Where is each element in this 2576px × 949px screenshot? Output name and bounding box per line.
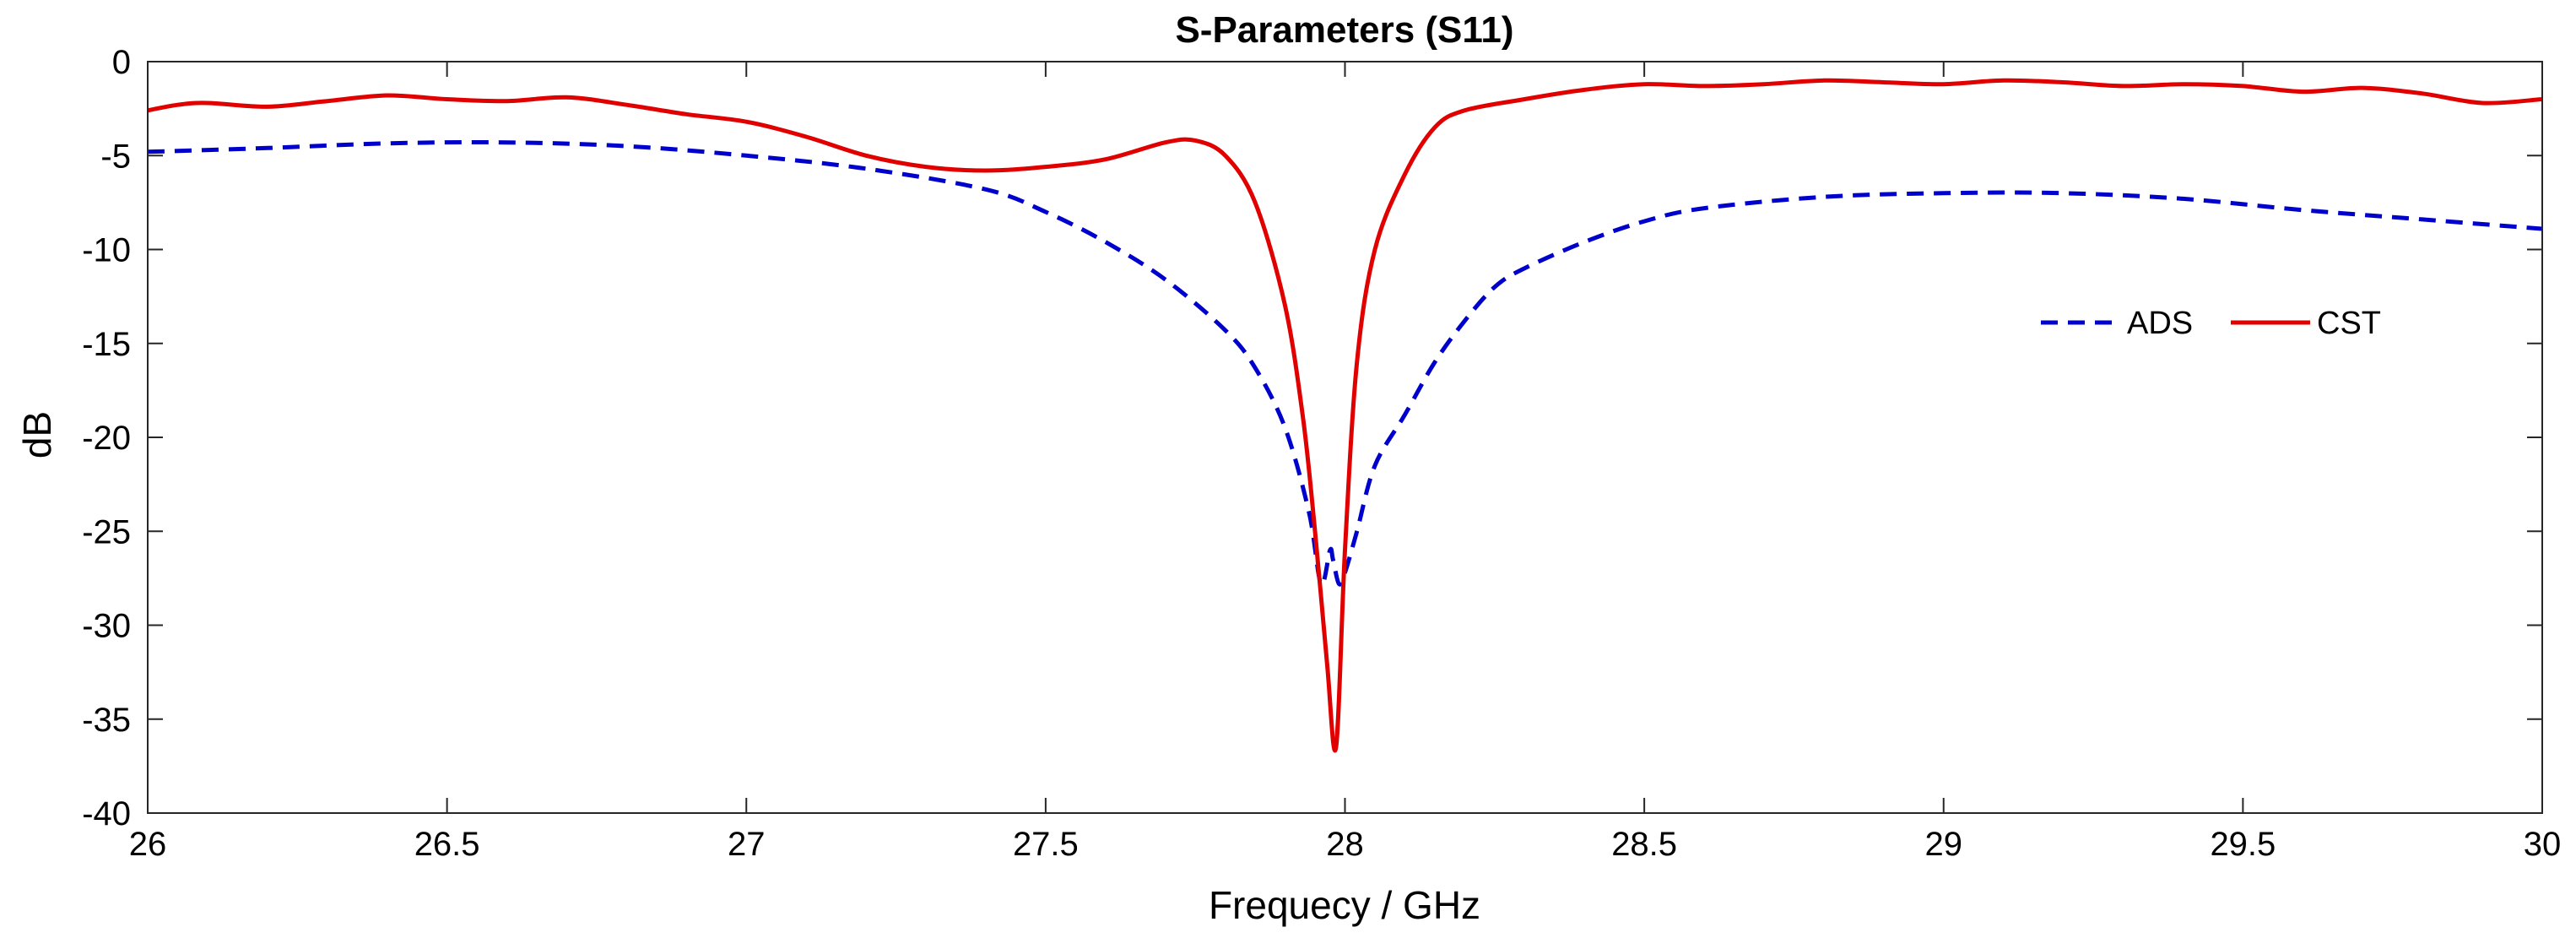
y-tick-label: -10 bbox=[82, 232, 131, 269]
x-tick-label: 28.5 bbox=[1611, 826, 1677, 863]
y-tick-label: 0 bbox=[112, 44, 131, 81]
y-tick-label: -15 bbox=[82, 326, 131, 363]
y-tick-label: -25 bbox=[82, 513, 131, 550]
x-tick-label: 26.5 bbox=[414, 826, 480, 863]
y-tick-label: -20 bbox=[82, 420, 131, 457]
y-tick-label: -35 bbox=[82, 702, 131, 739]
y-tick-label: -30 bbox=[82, 608, 131, 645]
x-tick-label: 26 bbox=[129, 826, 167, 863]
legend: ADS CST bbox=[2041, 306, 2381, 341]
x-tick-label: 29 bbox=[1925, 826, 1963, 863]
x-axis-label: Frequecy / GHz bbox=[1209, 883, 1480, 927]
y-axis-label: dB bbox=[15, 411, 59, 458]
x-tick-label: 27 bbox=[728, 826, 766, 863]
series-line-ads bbox=[147, 139, 2543, 587]
x-tick-label: 30 bbox=[2524, 826, 2562, 863]
legend-label-cst: CST bbox=[2317, 306, 2381, 341]
x-tick-label: 28 bbox=[1326, 826, 1364, 863]
y-tick-label: -5 bbox=[100, 138, 131, 175]
x-tick-label: 29.5 bbox=[2210, 826, 2276, 863]
series-line-cst bbox=[147, 78, 2543, 753]
legend-label-ads: ADS bbox=[2127, 306, 2193, 341]
axes: 26 26.5 27 27.5 28 28.5 29 29.5 30 0 -5 -10 -15 -20 -2… bbox=[82, 44, 2561, 863]
x-tick-label: 27.5 bbox=[1013, 826, 1079, 863]
plot-area bbox=[147, 78, 2543, 753]
chart-title: S-Parameters (S11) bbox=[1175, 9, 1513, 51]
y-tick-label: -40 bbox=[82, 795, 131, 832]
